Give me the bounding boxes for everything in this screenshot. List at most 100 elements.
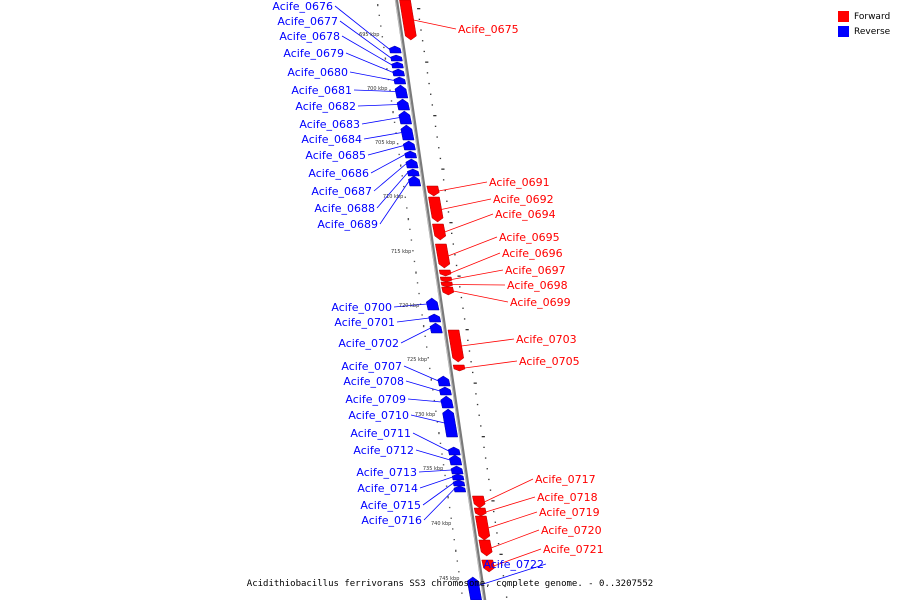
gene-labels: Acife_0675 Acife_0676 Acife_0677 Acife_0678…	[272, 0, 603, 571]
gene-label[interactable]: Acife_0702	[338, 337, 399, 350]
gene-label[interactable]: Acife_0699	[510, 296, 571, 309]
gene-label[interactable]: Acife_0722	[483, 558, 544, 571]
gene-label[interactable]: Acife_0682	[295, 100, 356, 113]
gene-feature-acife-0721[interactable]	[481, 559, 495, 573]
gene-feature-acife-0696[interactable]	[438, 269, 452, 277]
gene-feature-acife-0688[interactable]	[407, 168, 420, 177]
gene-feature-acife-0700[interactable]	[425, 297, 440, 311]
gene-label[interactable]: Acife_0715	[360, 499, 421, 512]
tick-right	[494, 521, 497, 523]
gene-feature-acife-0716[interactable]	[453, 485, 467, 493]
gene-feature-acife-0681[interactable]	[394, 84, 409, 99]
gene-feature-acife-0689[interactable]	[408, 175, 422, 187]
gene-label[interactable]: Acife_0696	[502, 247, 563, 260]
tick-right	[504, 585, 506, 588]
gene-label[interactable]: Acife_0709	[345, 393, 406, 406]
gene-label[interactable]: Acife_0720	[541, 524, 602, 537]
gene-feature-acife-0702[interactable]	[429, 322, 443, 334]
gene-feature-acife-0711[interactable]	[447, 446, 461, 456]
gene-feature-acife-0699[interactable]	[441, 286, 455, 296]
gene-feature-acife-0707[interactable]	[437, 375, 451, 387]
gene-feature-acife-0675[interactable]	[399, 0, 417, 41]
gene-label[interactable]: Acife_0716	[361, 514, 422, 527]
gene-label[interactable]: Acife_0691	[489, 176, 550, 189]
gene-label[interactable]: Acife_0717	[535, 473, 596, 486]
gene-label[interactable]: Acife_0711	[350, 427, 411, 440]
gene-feature-acife-0710[interactable]	[442, 408, 459, 438]
gene-feature-acife-0694[interactable]	[432, 223, 447, 241]
gene-label[interactable]: Acife_0676	[272, 0, 333, 13]
gene-label[interactable]: Acife_0692	[493, 193, 554, 206]
gene-label[interactable]: Acife_0710	[348, 409, 409, 422]
gene-label[interactable]: Acife_0698	[507, 279, 568, 292]
gene-label[interactable]: Acife_0713	[356, 466, 417, 479]
gene-feature-acife-0705[interactable]	[452, 364, 466, 372]
gene-label[interactable]: Acife_0705	[519, 355, 580, 368]
gene-label[interactable]: Acife_0679	[283, 47, 344, 60]
gene-feature-acife-0682[interactable]	[396, 98, 410, 111]
gene-label[interactable]: Acife_0680	[287, 66, 348, 79]
leader-line	[418, 469, 452, 473]
gene-label[interactable]: Acife_0718	[537, 491, 598, 504]
gene-label[interactable]: Acife_0677	[277, 15, 338, 28]
tick-right	[480, 425, 482, 427]
leader-line	[422, 482, 454, 506]
gene-feature-acife-0684[interactable]	[400, 124, 415, 141]
gene-feature-acife-0676[interactable]	[388, 45, 402, 54]
gene-feature-acife-0678[interactable]	[391, 61, 404, 69]
gene-label[interactable]: Acife_0694	[495, 208, 556, 221]
gene-feature-acife-0695[interactable]	[435, 243, 451, 269]
gene-label[interactable]: Acife_0701	[334, 316, 395, 329]
gene-label[interactable]: Acife_0707	[341, 360, 402, 373]
gene-feature-acife-0703[interactable]	[447, 329, 464, 363]
gene-label[interactable]: Acife_0683	[299, 118, 360, 131]
gene-feature-acife-0718[interactable]	[473, 507, 487, 517]
gene-label[interactable]: Acife_0703	[516, 333, 577, 346]
gene-feature-acife-0685[interactable]	[402, 140, 416, 151]
gene-feature-acife-0686[interactable]	[404, 150, 418, 159]
gene-feature-acife-0697[interactable]	[439, 276, 453, 283]
gene-feature-acife-0719[interactable]	[475, 515, 491, 541]
gene-label[interactable]: Acife_0697	[505, 264, 566, 277]
gene-label[interactable]: Acife_0686	[308, 167, 369, 180]
gene-label[interactable]: Acife_0678	[279, 30, 340, 43]
gene-feature-acife-0677[interactable]	[390, 54, 403, 62]
gene-feature-acife-0691[interactable]	[426, 185, 440, 197]
gene-label[interactable]: Acife_0681	[291, 84, 352, 97]
gene-feature-acife-0722[interactable]	[467, 576, 482, 600]
gene-feature-acife-0714[interactable]	[451, 473, 465, 481]
gene-feature-acife-0701[interactable]	[428, 313, 442, 323]
gene-feature-acife-0720[interactable]	[478, 539, 493, 557]
gene-feature-acife-0692[interactable]	[428, 196, 444, 223]
genome-caption: Acidithiobacillus ferrivorans SS3 chromo…	[246, 579, 654, 589]
tick-right	[478, 414, 480, 416]
gene-feature-acife-0715[interactable]	[452, 479, 466, 487]
leader-line	[493, 548, 542, 567]
gene-label[interactable]: Acife_0708	[343, 375, 404, 388]
gene-label[interactable]: Acife_0712	[353, 444, 414, 457]
gene-label[interactable]: Acife_0675	[458, 23, 519, 36]
gene-label[interactable]: Acife_0687	[311, 185, 372, 198]
gene-feature-acife-0683[interactable]	[398, 110, 413, 125]
gene-feature-acife-0680[interactable]	[393, 76, 407, 85]
gene-feature-acife-0679[interactable]	[392, 68, 405, 77]
gene-label[interactable]: Acife_0688	[314, 202, 375, 215]
gene-feature-acife-0708[interactable]	[439, 386, 452, 396]
tick-right	[470, 361, 472, 363]
gene-label[interactable]: Acife_0695	[499, 231, 560, 244]
gene-feature-acife-0712[interactable]	[449, 454, 463, 466]
gene-label[interactable]: Acife_0714	[357, 482, 418, 495]
gene-feature-acife-0698[interactable]	[440, 281, 453, 288]
gene-label[interactable]: Acife_0719	[539, 506, 600, 519]
gene-label[interactable]: Acife_0689	[317, 218, 378, 231]
gene-label[interactable]: Acife_0721	[543, 543, 604, 556]
gene-feature-acife-0709[interactable]	[440, 395, 454, 409]
gene-feature-acife-0713[interactable]	[450, 465, 464, 475]
gene-label[interactable]: Acife_0684	[301, 133, 362, 146]
tick-right	[417, 8, 421, 10]
gene-feature-acife-0717[interactable]	[472, 495, 486, 509]
gene-feature-acife-0687[interactable]	[405, 158, 419, 169]
tick-right	[499, 553, 503, 555]
gene-label[interactable]: Acife_0700	[331, 301, 392, 314]
gene-label[interactable]: Acife_0685	[305, 149, 366, 162]
